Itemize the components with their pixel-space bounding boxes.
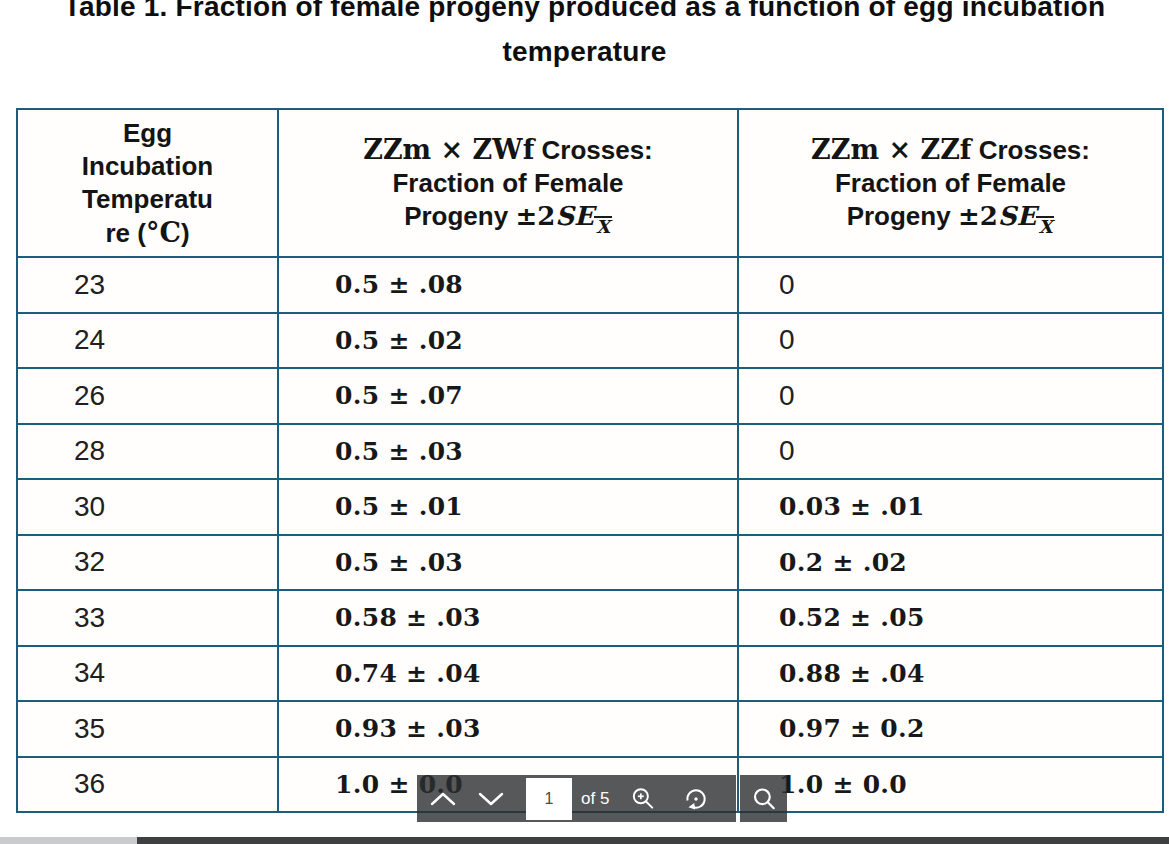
cell-temperature: 26 bbox=[17, 368, 278, 424]
table-row: 330.58 ± .030.52 ± .05 bbox=[17, 590, 1163, 646]
chevron-up-icon bbox=[430, 792, 456, 806]
cell-zz-fraction: 0.2 ± .02 bbox=[738, 535, 1163, 591]
header-line: Fraction of Female bbox=[835, 168, 1066, 198]
cell-temperature: 36 bbox=[17, 757, 278, 813]
header-line: Progeny bbox=[847, 201, 951, 231]
magnifier-plus-icon bbox=[630, 786, 656, 812]
zoom-in-button[interactable] bbox=[630, 775, 656, 822]
table-row: 240.5 ± .020 bbox=[17, 313, 1163, 369]
header-line: Progeny bbox=[404, 201, 508, 231]
x-bar-subscript: X bbox=[1036, 216, 1054, 237]
header-zzm-zzf-crosses: ZZm × ZZf Crosses: Fraction of Female Pr… bbox=[738, 109, 1163, 257]
header-zzm-zwf-crosses: ZZm × ZWf Crosses: Fraction of Female Pr… bbox=[278, 109, 738, 257]
table-body: 230.5 ± .080240.5 ± .020260.5 ± .070280.… bbox=[17, 257, 1163, 812]
cell-zz-fraction: 0.88 ± .04 bbox=[738, 646, 1163, 702]
cell-zw-fraction: 0.74 ± .04 bbox=[278, 646, 738, 702]
cell-zz-fraction: 0.52 ± .05 bbox=[738, 590, 1163, 646]
chevron-down-icon bbox=[478, 792, 504, 806]
pdf-viewer-page: { "document": { "title_line1": "Table 1.… bbox=[0, 0, 1169, 844]
horizontal-scrollbar-thumb[interactable] bbox=[0, 837, 137, 844]
cell-zz-fraction: 0 bbox=[738, 368, 1163, 424]
table-row: 280.5 ± .030 bbox=[17, 424, 1163, 480]
page-count-label: of 5 bbox=[581, 789, 609, 809]
search-toolbar-segment bbox=[740, 775, 787, 822]
previous-page-button[interactable] bbox=[430, 775, 456, 822]
cell-zw-fraction: 0.58 ± .03 bbox=[278, 590, 738, 646]
cell-temperature: 35 bbox=[17, 701, 278, 757]
cell-zw-fraction: 0.93 ± .03 bbox=[278, 701, 738, 757]
cell-temperature: 34 bbox=[17, 646, 278, 702]
cell-temperature: 30 bbox=[17, 479, 278, 535]
cell-zz-fraction: 0.97 ± 0.2 bbox=[738, 701, 1163, 757]
stat-formula: ±2SEX bbox=[515, 201, 611, 231]
header-line: Fraction of Female bbox=[392, 168, 623, 198]
cell-zz-fraction: 1.0 ± 0.0 bbox=[738, 757, 1163, 813]
table-row: 320.5 ± .030.2 ± .02 bbox=[17, 535, 1163, 591]
header-line: Incubation bbox=[82, 151, 213, 181]
table-header-row: Egg Incubation Temperatu re (°C) ZZm × Z… bbox=[17, 109, 1163, 257]
cell-temperature: 28 bbox=[17, 424, 278, 480]
table-row: 230.5 ± .080 bbox=[17, 257, 1163, 313]
cell-zw-fraction: 0.5 ± .08 bbox=[278, 257, 738, 313]
cell-zw-fraction: 0.5 ± .07 bbox=[278, 368, 738, 424]
search-button[interactable] bbox=[751, 775, 777, 822]
cell-zw-fraction: 0.5 ± .03 bbox=[278, 424, 738, 480]
document-title-line1: Table 1. Fraction of female progeny prod… bbox=[0, 0, 1169, 23]
stat-formula: ±2SEX bbox=[958, 201, 1054, 231]
cell-zw-fraction: 0.5 ± .01 bbox=[278, 479, 738, 535]
header-line: Temperatu bbox=[82, 184, 213, 214]
rotate-arrow-icon bbox=[683, 786, 709, 812]
magnifier-icon bbox=[751, 786, 777, 812]
cell-zz-fraction: 0 bbox=[738, 313, 1163, 369]
progeny-table: Egg Incubation Temperatu re (°C) ZZm × Z… bbox=[16, 108, 1164, 813]
next-page-button[interactable] bbox=[478, 775, 504, 822]
cell-zz-fraction: 0.03 ± .01 bbox=[738, 479, 1163, 535]
cell-temperature: 23 bbox=[17, 257, 278, 313]
pager-toolbar: of 5 bbox=[417, 775, 736, 822]
cell-temperature: 33 bbox=[17, 590, 278, 646]
table-row: 350.93 ± .030.97 ± 0.2 bbox=[17, 701, 1163, 757]
header-line: Crosses: bbox=[979, 135, 1090, 165]
table-row: 300.5 ± .010.03 ± .01 bbox=[17, 479, 1163, 535]
header-line: Crosses: bbox=[542, 135, 653, 165]
cell-zz-fraction: 0 bbox=[738, 257, 1163, 313]
x-bar-subscript: X bbox=[594, 216, 612, 237]
genotype-formula: ZZm × ZZf bbox=[811, 134, 971, 165]
cell-zw-fraction: 0.5 ± .02 bbox=[278, 313, 738, 369]
header-line: re ( bbox=[105, 218, 145, 248]
rotate-page-button[interactable] bbox=[683, 775, 709, 822]
table-row: 260.5 ± .070 bbox=[17, 368, 1163, 424]
page-number-input[interactable] bbox=[526, 778, 572, 820]
document-title-line2: temperature bbox=[0, 36, 1169, 68]
header-egg-incubation-temperature: Egg Incubation Temperatu re (°C) bbox=[17, 109, 278, 257]
genotype-formula: ZZm × ZWf bbox=[363, 134, 534, 165]
header-line: ) bbox=[181, 218, 190, 248]
celsius-unit: °C bbox=[146, 217, 181, 248]
table-row: 340.74 ± .040.88 ± .04 bbox=[17, 646, 1163, 702]
cell-zw-fraction: 0.5 ± .03 bbox=[278, 535, 738, 591]
cell-zz-fraction: 0 bbox=[738, 424, 1163, 480]
horizontal-scrollbar-track[interactable] bbox=[0, 837, 1169, 844]
header-line: Egg bbox=[123, 118, 172, 148]
cell-temperature: 32 bbox=[17, 535, 278, 591]
cell-temperature: 24 bbox=[17, 313, 278, 369]
